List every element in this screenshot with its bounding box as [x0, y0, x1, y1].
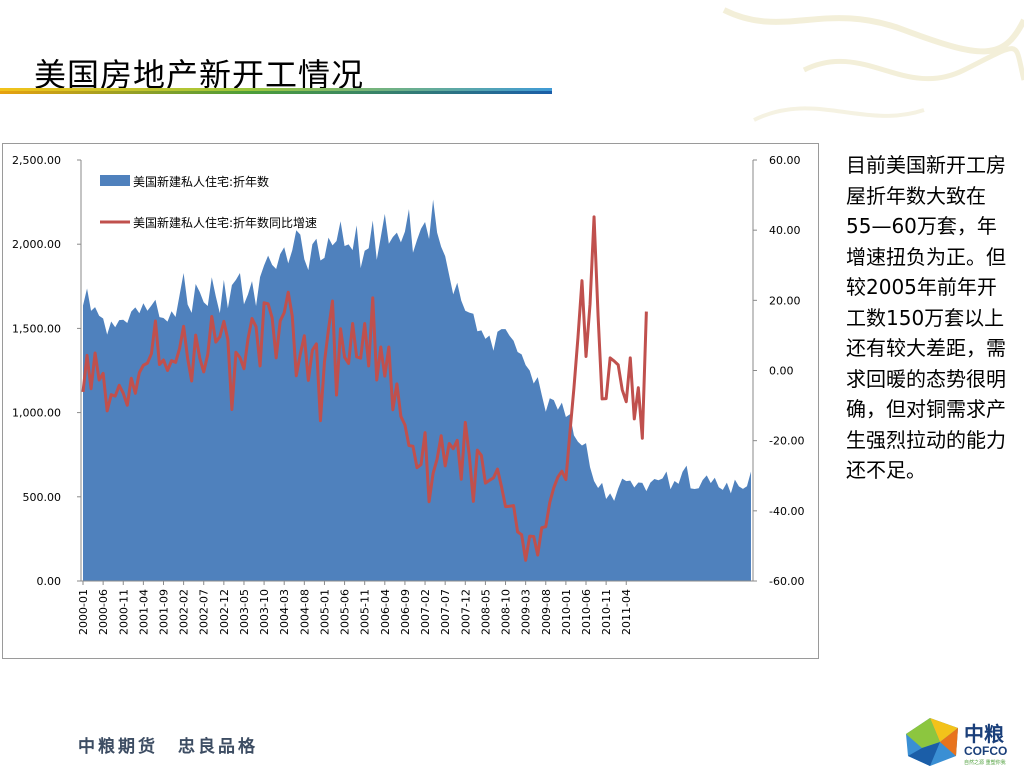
legend-swatch-area — [100, 175, 130, 186]
cofco-logo-icon — [906, 718, 958, 766]
legend-label-area: 美国新建私人住宅:折年数 — [133, 174, 269, 189]
title-underline — [0, 88, 552, 94]
slide-title: 美国房地产新开工情况 — [34, 56, 365, 94]
x-tick-label: 2010-01 — [560, 589, 573, 635]
legend-label-line: 美国新建私人住宅:折年数同比增速 — [133, 215, 317, 230]
right-tick-label: 40.00 — [769, 224, 801, 237]
x-tick-label: 2005-11 — [359, 589, 372, 635]
x-tick-label: 2004-08 — [298, 589, 311, 635]
chart-container: 0.00 500.00 1,000.00 1,500.00 2,000.00 2,500.… — [2, 143, 819, 659]
right-tick-label: 0.00 — [769, 365, 794, 378]
x-tick-label: 2008-10 — [500, 589, 513, 635]
x-tick-label: 2011-04 — [620, 589, 633, 635]
footer-slogan: 中粮期货 忠良品格 — [78, 737, 258, 757]
x-tick-label: 2005-01 — [318, 589, 331, 635]
x-tick-label: 2010-06 — [580, 589, 593, 635]
x-tick-label: 2007-02 — [419, 589, 432, 635]
x-tick-label: 2007-12 — [459, 589, 472, 635]
x-tick-label: 2003-05 — [238, 589, 251, 635]
left-tick-label: 2,500.00 — [12, 154, 61, 167]
logo-sub-text: 自然之源 重塑你我 — [964, 760, 1006, 766]
right-tick-label: 20.00 — [769, 294, 801, 307]
right-tick-label: -60.00 — [769, 575, 804, 588]
x-tick-label: 2007-07 — [439, 589, 452, 635]
x-tick-label: 2005-06 — [339, 589, 352, 635]
commentary-text: 目前美国新开工房屋折年数大致在55—60万套，年增速扭负为正。但较2005年前年… — [846, 153, 1006, 482]
x-tick-label: 2009-03 — [520, 589, 533, 635]
left-tick-label: 500.00 — [23, 491, 62, 504]
x-tick-label: 2002-07 — [198, 589, 211, 635]
x-tick-label: 2001-09 — [158, 589, 171, 635]
right-tick-label: 60.00 — [769, 154, 801, 167]
x-tick-label: 2000-11 — [117, 589, 130, 635]
logo-en-text: COFCO — [964, 744, 1008, 758]
x-tick-label: 2003-10 — [258, 589, 271, 635]
right-tick-label: -20.00 — [769, 435, 804, 448]
left-tick-label: 1,000.00 — [12, 407, 61, 420]
series-line-yoy — [81, 215, 648, 562]
x-tick-label: 2010-11 — [600, 589, 613, 635]
left-tick-label: 1,500.00 — [12, 322, 61, 335]
left-tick-label: 2,000.00 — [12, 238, 61, 251]
x-tick-label: 2008-05 — [479, 589, 492, 635]
x-tick-label: 2002-02 — [178, 589, 191, 635]
x-tick-label: 2000-01 — [77, 589, 90, 635]
x-tick-label: 2001-04 — [137, 589, 150, 635]
right-tick-label: -40.00 — [769, 505, 804, 518]
x-tick-label: 2006-09 — [399, 589, 412, 635]
logo-cn-text: 中粮 — [964, 722, 1004, 746]
x-tick-label: 2004-03 — [278, 589, 291, 635]
background-decoration — [722, 7, 1024, 122]
left-tick-label: 0.00 — [37, 575, 62, 588]
x-tick-label: 2000-06 — [97, 589, 110, 635]
x-tick-label: 2006-04 — [379, 589, 392, 635]
x-tick-label: 2009-08 — [540, 589, 553, 635]
series-area-starts — [83, 199, 751, 581]
housing-starts-chart: 0.00 500.00 1,000.00 1,500.00 2,000.00 2,500.… — [12, 154, 804, 635]
x-tick-label: 2002-12 — [218, 589, 231, 635]
